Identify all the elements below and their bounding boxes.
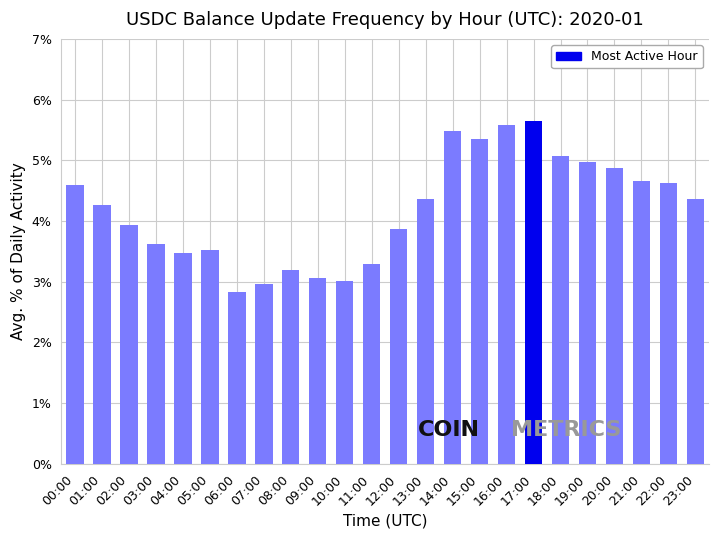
- Bar: [363, 264, 380, 464]
- Bar: [687, 199, 704, 464]
- Bar: [93, 205, 111, 464]
- Title: USDC Balance Update Frequency by Hour (UTC): 2020-01: USDC Balance Update Frequency by Hour (U…: [126, 11, 644, 29]
- Text: COIN: COIN: [418, 420, 480, 440]
- Bar: [174, 253, 192, 464]
- Bar: [120, 225, 138, 464]
- Bar: [417, 199, 434, 464]
- Y-axis label: Avg. % of Daily Activity: Avg. % of Daily Activity: [11, 163, 26, 340]
- Bar: [471, 139, 488, 464]
- Bar: [579, 162, 596, 464]
- Bar: [606, 168, 624, 464]
- Bar: [390, 229, 408, 464]
- Bar: [498, 125, 516, 464]
- Bar: [228, 292, 246, 464]
- Bar: [336, 281, 354, 464]
- Bar: [633, 181, 650, 464]
- Bar: [552, 156, 570, 464]
- Bar: [201, 250, 219, 464]
- Bar: [660, 184, 678, 464]
- Bar: [255, 284, 272, 464]
- Text: METRICS: METRICS: [511, 420, 622, 440]
- Bar: [147, 244, 165, 464]
- Bar: [282, 269, 300, 464]
- Legend: Most Active Hour: Most Active Hour: [551, 45, 703, 68]
- X-axis label: Time (UTC): Time (UTC): [343, 514, 428, 529]
- Bar: [444, 131, 462, 464]
- Bar: [309, 278, 326, 464]
- Bar: [525, 121, 542, 464]
- Bar: [66, 185, 84, 464]
